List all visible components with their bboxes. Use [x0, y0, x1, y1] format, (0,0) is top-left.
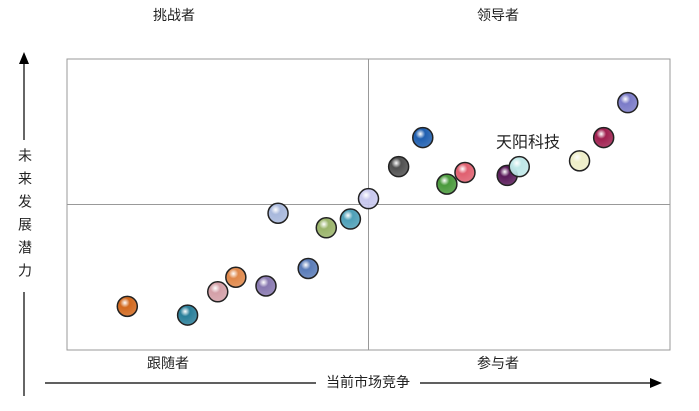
annotation: 天阳科技 [496, 133, 560, 152]
point [176, 304, 199, 326]
y-axis-label: 未来发展潜力 [16, 148, 32, 286]
point [387, 155, 410, 178]
point [225, 266, 247, 288]
point [592, 126, 615, 149]
quadrant-label: 挑战者 [153, 8, 195, 24]
point [255, 275, 277, 297]
point [116, 295, 139, 318]
point [357, 187, 380, 210]
point [267, 202, 289, 224]
x-axis-arrow [650, 378, 662, 388]
y-axis-arrow [19, 52, 29, 64]
quadrant-label: 领导者 [477, 8, 519, 24]
point [315, 217, 338, 239]
quadrant-label: 跟随者 [147, 356, 189, 372]
quadrant-label: 参与者 [477, 355, 519, 372]
point [454, 161, 476, 184]
x-axis-label: 当前市场竞争 [326, 374, 410, 391]
point [617, 91, 639, 114]
point [568, 150, 591, 172]
point [436, 173, 458, 195]
point [339, 208, 362, 230]
point [412, 126, 434, 149]
point [297, 257, 319, 280]
point [207, 281, 229, 303]
point [508, 155, 530, 178]
